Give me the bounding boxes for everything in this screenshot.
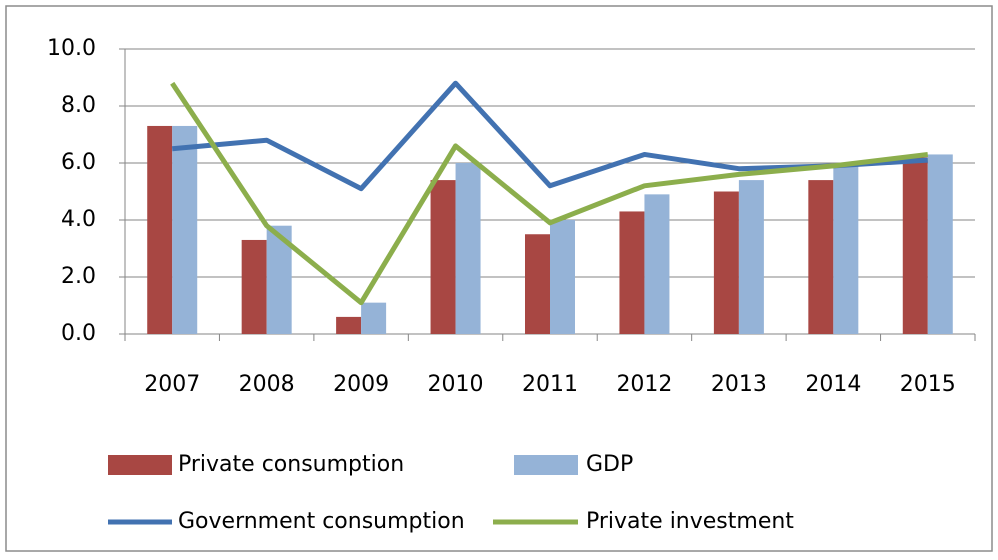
x-tick-label: 2008 [239, 372, 295, 397]
line-series [170, 81, 929, 306]
bar [241, 239, 267, 334]
x-tick-label: 2011 [522, 372, 578, 397]
bar [808, 180, 834, 334]
y-tick-label: 6.0 [61, 150, 96, 175]
x-tick-label: 2010 [428, 372, 484, 397]
bar [713, 191, 739, 334]
bar [644, 194, 670, 334]
bar [619, 211, 645, 334]
x-tick-label: 2009 [333, 372, 389, 397]
x-tick-label: 2007 [144, 372, 200, 397]
y-tick-label: 8.0 [61, 93, 96, 118]
legend-label: Private consumption [178, 452, 404, 477]
y-tick-label: 2.0 [61, 264, 96, 289]
y-tick-label: 4.0 [61, 207, 96, 232]
bar [738, 180, 764, 334]
bar [525, 234, 550, 334]
bar [172, 125, 198, 334]
x-tick-label: 2012 [616, 372, 672, 397]
bar [147, 125, 173, 334]
x-tick-label: 2014 [805, 372, 861, 397]
bar [455, 163, 481, 334]
legend-label: Government consumption [178, 509, 465, 534]
legend-label: Private investment [586, 509, 794, 534]
y-tick-label: 0.0 [61, 321, 96, 346]
bar [902, 157, 928, 334]
bar [550, 220, 575, 334]
bar [336, 316, 362, 334]
legend-swatch [108, 455, 172, 475]
bar [833, 165, 859, 334]
legend-label: GDP [586, 452, 633, 477]
x-tick-label: 2015 [900, 372, 956, 397]
bar [430, 180, 456, 334]
bar [927, 154, 953, 334]
legend-swatch [514, 455, 578, 475]
x-tick-label: 2013 [711, 372, 767, 397]
bar [361, 302, 387, 334]
y-tick-label: 10.0 [47, 36, 96, 61]
